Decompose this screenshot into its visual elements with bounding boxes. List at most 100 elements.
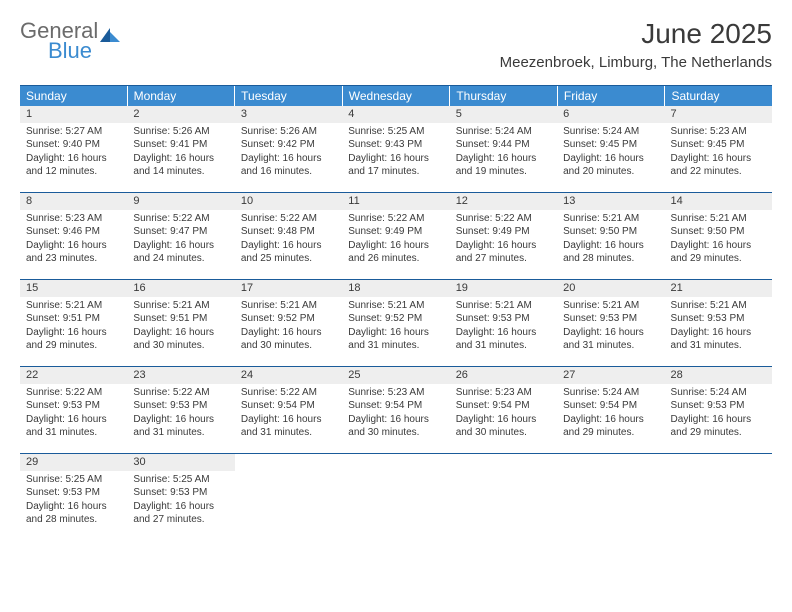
day-body: Sunrise: 5:22 AMSunset: 9:53 PMDaylight:…: [20, 384, 127, 444]
sunrise-line: Sunrise: 5:24 AM: [456, 125, 551, 139]
logo: GeneralBlue: [20, 18, 100, 64]
day-body: Sunrise: 5:22 AMSunset: 9:49 PMDaylight:…: [342, 210, 449, 270]
day-number: 11: [342, 193, 449, 210]
day-cell: 11Sunrise: 5:22 AMSunset: 9:49 PMDayligh…: [342, 193, 449, 279]
day-body: Sunrise: 5:21 AMSunset: 9:51 PMDaylight:…: [127, 297, 234, 357]
day-cell: [450, 454, 557, 540]
calendar: SundayMondayTuesdayWednesdayThursdayFrid…: [20, 85, 772, 540]
day-body: Sunrise: 5:24 AMSunset: 9:44 PMDaylight:…: [450, 123, 557, 183]
day-cell: 19Sunrise: 5:21 AMSunset: 9:53 PMDayligh…: [450, 280, 557, 366]
daylight-line: Daylight: 16 hours and 29 minutes.: [671, 239, 766, 266]
dow-cell: Saturday: [665, 86, 772, 106]
day-cell: 30Sunrise: 5:25 AMSunset: 9:53 PMDayligh…: [127, 454, 234, 540]
header: GeneralBlue June 2025 Meezenbroek, Limbu…: [0, 0, 792, 71]
day-number: 28: [665, 367, 772, 384]
daylight-line: Daylight: 16 hours and 27 minutes.: [456, 239, 551, 266]
sunrise-line: Sunrise: 5:23 AM: [26, 212, 121, 226]
day-body: Sunrise: 5:21 AMSunset: 9:53 PMDaylight:…: [665, 297, 772, 357]
day-cell: 3Sunrise: 5:26 AMSunset: 9:42 PMDaylight…: [235, 106, 342, 192]
sunset-line: Sunset: 9:43 PM: [348, 138, 443, 152]
day-body: Sunrise: 5:23 AMSunset: 9:54 PMDaylight:…: [342, 384, 449, 444]
day-cell: 1Sunrise: 5:27 AMSunset: 9:40 PMDaylight…: [20, 106, 127, 192]
daylight-line: Daylight: 16 hours and 20 minutes.: [563, 152, 658, 179]
day-cell: 14Sunrise: 5:21 AMSunset: 9:50 PMDayligh…: [665, 193, 772, 279]
day-cell: 6Sunrise: 5:24 AMSunset: 9:45 PMDaylight…: [557, 106, 664, 192]
day-cell: [557, 454, 664, 540]
day-body: Sunrise: 5:21 AMSunset: 9:53 PMDaylight:…: [450, 297, 557, 357]
day-body: Sunrise: 5:22 AMSunset: 9:47 PMDaylight:…: [127, 210, 234, 270]
sunset-line: Sunset: 9:54 PM: [456, 399, 551, 413]
daylight-line: Daylight: 16 hours and 31 minutes.: [671, 326, 766, 353]
sunrise-line: Sunrise: 5:22 AM: [241, 386, 336, 400]
day-cell: 22Sunrise: 5:22 AMSunset: 9:53 PMDayligh…: [20, 367, 127, 453]
sunset-line: Sunset: 9:54 PM: [348, 399, 443, 413]
sunrise-line: Sunrise: 5:25 AM: [348, 125, 443, 139]
sunrise-line: Sunrise: 5:22 AM: [133, 212, 228, 226]
sunset-line: Sunset: 9:40 PM: [26, 138, 121, 152]
sunrise-line: Sunrise: 5:21 AM: [26, 299, 121, 313]
day-body: Sunrise: 5:22 AMSunset: 9:49 PMDaylight:…: [450, 210, 557, 270]
day-body: Sunrise: 5:21 AMSunset: 9:50 PMDaylight:…: [557, 210, 664, 270]
day-body: Sunrise: 5:22 AMSunset: 9:53 PMDaylight:…: [127, 384, 234, 444]
day-body: Sunrise: 5:25 AMSunset: 9:43 PMDaylight:…: [342, 123, 449, 183]
day-cell: 28Sunrise: 5:24 AMSunset: 9:53 PMDayligh…: [665, 367, 772, 453]
week-row: 15Sunrise: 5:21 AMSunset: 9:51 PMDayligh…: [20, 280, 772, 367]
sunrise-line: Sunrise: 5:21 AM: [671, 212, 766, 226]
daylight-line: Daylight: 16 hours and 28 minutes.: [563, 239, 658, 266]
day-number: 24: [235, 367, 342, 384]
daylight-line: Daylight: 16 hours and 25 minutes.: [241, 239, 336, 266]
sunset-line: Sunset: 9:41 PM: [133, 138, 228, 152]
day-cell: 18Sunrise: 5:21 AMSunset: 9:52 PMDayligh…: [342, 280, 449, 366]
sunset-line: Sunset: 9:51 PM: [133, 312, 228, 326]
sunset-line: Sunset: 9:53 PM: [671, 399, 766, 413]
sunset-line: Sunset: 9:53 PM: [456, 312, 551, 326]
sunrise-line: Sunrise: 5:23 AM: [671, 125, 766, 139]
daylight-line: Daylight: 16 hours and 24 minutes.: [133, 239, 228, 266]
day-number: 1: [20, 106, 127, 123]
daylight-line: Daylight: 16 hours and 30 minutes.: [456, 413, 551, 440]
day-cell: 25Sunrise: 5:23 AMSunset: 9:54 PMDayligh…: [342, 367, 449, 453]
day-body: Sunrise: 5:21 AMSunset: 9:50 PMDaylight:…: [665, 210, 772, 270]
day-cell: 24Sunrise: 5:22 AMSunset: 9:54 PMDayligh…: [235, 367, 342, 453]
day-number: 21: [665, 280, 772, 297]
day-body: Sunrise: 5:21 AMSunset: 9:53 PMDaylight:…: [557, 297, 664, 357]
daylight-line: Daylight: 16 hours and 16 minutes.: [241, 152, 336, 179]
daylight-line: Daylight: 16 hours and 31 minutes.: [456, 326, 551, 353]
day-cell: 4Sunrise: 5:25 AMSunset: 9:43 PMDaylight…: [342, 106, 449, 192]
sunset-line: Sunset: 9:53 PM: [671, 312, 766, 326]
sunrise-line: Sunrise: 5:21 AM: [456, 299, 551, 313]
day-number: 3: [235, 106, 342, 123]
day-number: 19: [450, 280, 557, 297]
sunrise-line: Sunrise: 5:27 AM: [26, 125, 121, 139]
day-cell: 23Sunrise: 5:22 AMSunset: 9:53 PMDayligh…: [127, 367, 234, 453]
daylight-line: Daylight: 16 hours and 29 minutes.: [563, 413, 658, 440]
sunset-line: Sunset: 9:52 PM: [241, 312, 336, 326]
daylight-line: Daylight: 16 hours and 14 minutes.: [133, 152, 228, 179]
daylight-line: Daylight: 16 hours and 26 minutes.: [348, 239, 443, 266]
day-cell: 2Sunrise: 5:26 AMSunset: 9:41 PMDaylight…: [127, 106, 234, 192]
sunrise-line: Sunrise: 5:21 AM: [563, 212, 658, 226]
day-number: 9: [127, 193, 234, 210]
day-body: Sunrise: 5:22 AMSunset: 9:54 PMDaylight:…: [235, 384, 342, 444]
daylight-line: Daylight: 16 hours and 22 minutes.: [671, 152, 766, 179]
daylight-line: Daylight: 16 hours and 29 minutes.: [671, 413, 766, 440]
day-cell: 10Sunrise: 5:22 AMSunset: 9:48 PMDayligh…: [235, 193, 342, 279]
daylight-line: Daylight: 16 hours and 28 minutes.: [26, 500, 121, 527]
day-cell: 12Sunrise: 5:22 AMSunset: 9:49 PMDayligh…: [450, 193, 557, 279]
sunrise-line: Sunrise: 5:22 AM: [456, 212, 551, 226]
sunrise-line: Sunrise: 5:23 AM: [348, 386, 443, 400]
sunset-line: Sunset: 9:53 PM: [563, 312, 658, 326]
day-number: 8: [20, 193, 127, 210]
dow-cell: Wednesday: [343, 86, 451, 106]
day-cell: 20Sunrise: 5:21 AMSunset: 9:53 PMDayligh…: [557, 280, 664, 366]
sunset-line: Sunset: 9:45 PM: [671, 138, 766, 152]
sunset-line: Sunset: 9:53 PM: [133, 486, 228, 500]
day-number: 23: [127, 367, 234, 384]
day-cell: 13Sunrise: 5:21 AMSunset: 9:50 PMDayligh…: [557, 193, 664, 279]
day-number: 7: [665, 106, 772, 123]
day-body: Sunrise: 5:22 AMSunset: 9:48 PMDaylight:…: [235, 210, 342, 270]
dow-cell: Monday: [128, 86, 236, 106]
day-body: Sunrise: 5:24 AMSunset: 9:45 PMDaylight:…: [557, 123, 664, 183]
sunrise-line: Sunrise: 5:23 AM: [456, 386, 551, 400]
day-body: Sunrise: 5:23 AMSunset: 9:54 PMDaylight:…: [450, 384, 557, 444]
